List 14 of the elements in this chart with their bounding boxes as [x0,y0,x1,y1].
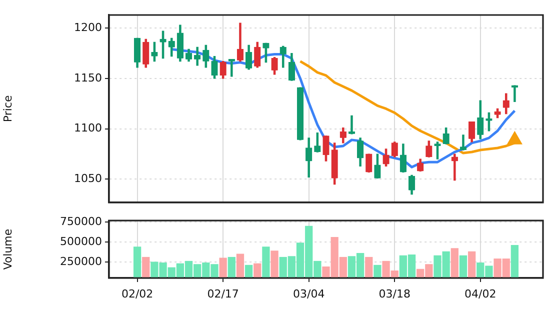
y-tick-label: 1150 [74,71,102,84]
x-tick-label: 02/02 [121,287,154,300]
y-tick-label: 250000 [60,254,102,268]
x-tick-label: 04/02 [464,287,496,300]
y-tick-label: 750000 [60,215,102,228]
y-tick-label: 1050 [74,172,102,186]
x-tick-label: 03/18 [378,287,410,300]
y-tick-label: 1100 [74,122,102,135]
y-axis-title: Volume [1,228,14,270]
x-tick-label: 03/04 [292,287,325,300]
y-axis-title: Price [1,95,14,122]
y-tick-label: 500000 [60,234,102,248]
x-tick-label: 02/17 [207,287,239,300]
y-tick-label: 1200 [74,20,102,34]
